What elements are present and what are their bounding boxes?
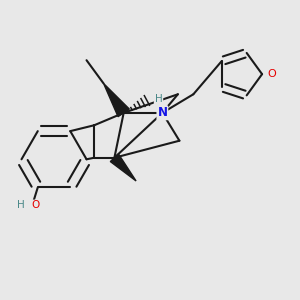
Text: O: O [32,200,40,210]
Text: H: H [16,200,24,210]
Text: N: N [158,106,167,119]
Text: O: O [267,69,276,79]
Polygon shape [110,154,136,181]
Polygon shape [103,83,129,117]
Text: H: H [154,94,162,104]
